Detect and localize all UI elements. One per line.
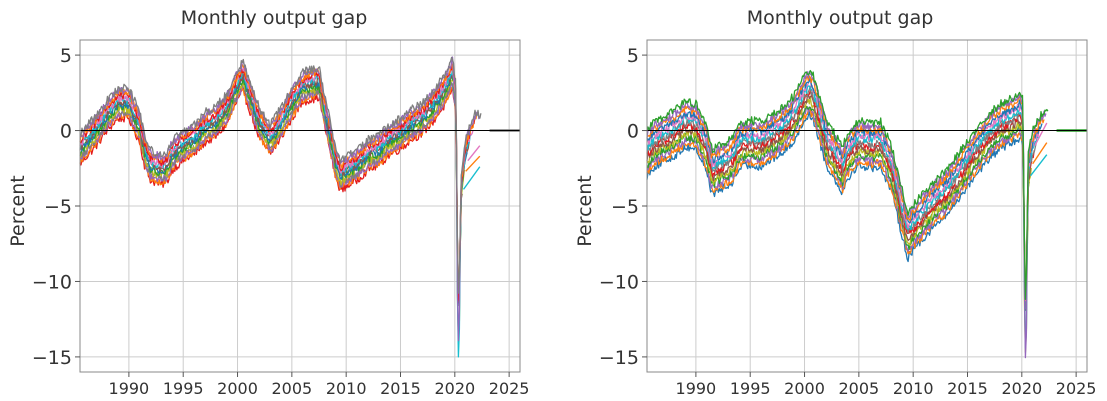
x-tick-label: 2020 [434,379,475,398]
x-tick-label: 2020 [1001,379,1042,398]
right-chart-grid [647,40,1087,372]
series-line [79,63,478,294]
left-chart-panel: Monthly output gap Percent 5 0 −5 −10 −15 19… [7,7,529,398]
y-tick-label: 0 [627,121,639,143]
x-tick-label: 2000 [217,379,258,398]
series-line [646,76,1043,300]
right-chart-title: Monthly output gap [747,7,934,29]
y-tick-label: 5 [60,45,72,67]
series-line [646,69,1049,300]
x-tick-label: 2025 [1056,379,1097,398]
x-tick-label: 2015 [380,379,421,398]
right-chart-y-axis-label: Percent [574,175,596,247]
x-tick-label: 2010 [893,379,934,398]
series-line [79,63,476,301]
forecast-tail-line [1029,154,1048,177]
x-tick-label: 1990 [109,379,150,398]
series-line [646,85,1037,310]
forecast-tail-line [467,145,481,162]
y-tick-label: −10 [599,271,639,293]
x-tick-label: 1995 [163,379,204,398]
x-tick-label: 2005 [838,379,879,398]
series-line [646,95,1032,353]
left-chart-series-group [79,56,520,358]
left-chart-y-axis-label: Percent [7,175,29,247]
y-tick-label: 0 [60,121,72,143]
series-line [79,56,480,342]
series-line [646,90,1035,306]
left-chart-y-ticks: 5 0 −5 −10 −15 [32,45,80,369]
series-line [646,110,1025,263]
x-tick-label: 1990 [676,379,717,398]
y-tick-label: −15 [599,347,639,369]
y-tick-label: −10 [32,271,72,293]
series-line [79,65,474,299]
series-line [646,70,1047,359]
forecast-tail-line [1034,122,1048,146]
y-tick-label: 5 [627,45,639,67]
x-tick-label: 2025 [489,379,530,398]
y-tick-label: −5 [44,196,72,218]
series-line [79,56,482,294]
x-tick-label: 1995 [730,379,771,398]
y-tick-label: −15 [32,347,72,369]
left-chart-title: Monthly output gap [181,7,368,29]
series-line [79,69,472,358]
left-chart-x-ticks: 1990 1995 2000 2005 2010 2015 2020 2025 [109,372,530,398]
right-chart-x-ticks: 1990 1995 2000 2005 2010 2015 2020 2025 [676,372,1097,398]
right-chart-series-group [646,69,1087,359]
x-tick-label: 2015 [947,379,988,398]
y-tick-label: −5 [611,196,639,218]
forecast-tail-line [1032,142,1048,165]
series-line [646,75,1045,301]
x-tick-label: 2005 [271,379,312,398]
right-chart-panel: Monthly output gap Percent 5 0 −5 −10 −15 19… [574,7,1096,398]
x-tick-label: 2000 [784,379,825,398]
x-tick-label: 2010 [326,379,367,398]
forecast-tail-line [465,155,481,172]
right-chart-y-ticks: 5 0 −5 −10 −15 [599,45,647,369]
forecast-tail-line [462,166,481,190]
